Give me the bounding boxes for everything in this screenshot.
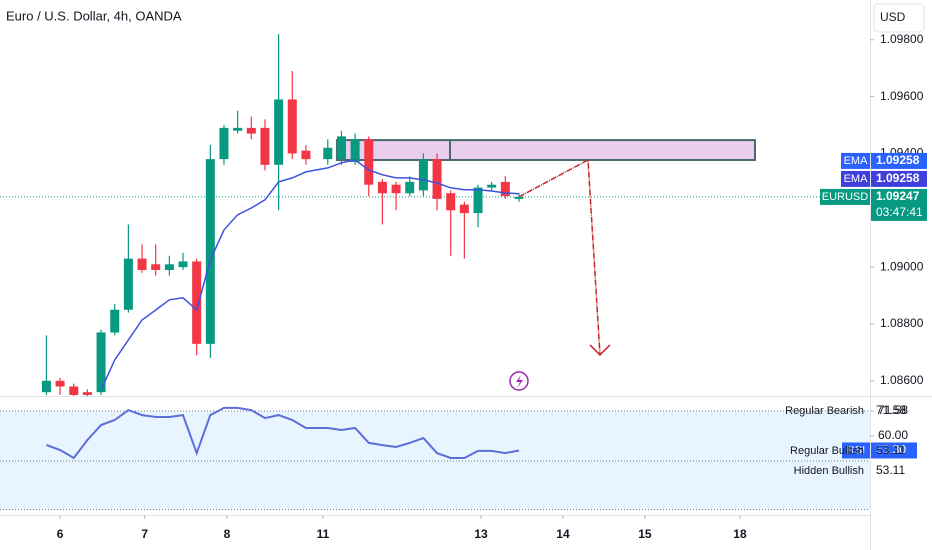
divergence-label: Hidden Bullish [794,465,864,477]
x-tick-label: 14 [556,527,570,541]
y-tick-label: 1.08600 [880,373,924,387]
x-tick-label: 18 [733,527,747,541]
candle-body [405,181,415,194]
candle-body [514,196,524,199]
candle-body [55,380,65,387]
candle-body [123,258,133,310]
rsi-name: RSI [847,444,865,456]
x-tick-label: 11 [317,527,330,541]
candle-body [110,309,120,333]
candle-body [364,139,374,185]
candle-body [446,193,456,211]
event-icon[interactable] [509,371,529,391]
candle-body [418,159,428,191]
y-tick-label: 71.58 [878,403,908,417]
candle-body [219,127,229,160]
divergence-value: 71.58 [876,403,906,417]
candle-body [151,264,161,270]
divergence-value: 53.11 [876,463,905,477]
event-icon-bolt [516,375,523,388]
candle-body [260,127,270,165]
candle-body [377,181,387,194]
divergence-value: 53.11 [876,443,905,457]
x-tick-label: 15 [638,527,652,541]
candle-body [137,258,147,270]
supply-zone [335,139,757,161]
candle-body [323,147,333,160]
candle-body [459,204,469,214]
candle-body [391,184,401,194]
candle-body [301,150,311,160]
candle-body [487,184,497,188]
projection-arrow [518,158,601,355]
chart-title: Euro / U.S. Dollar, 4h, OANDA [6,8,182,23]
candle-body [205,159,215,344]
price-label-value: 1.09258 [876,171,920,185]
candle-body [500,181,510,197]
candle-body [473,187,483,214]
candle-body [246,127,256,134]
candle-body [164,264,174,270]
price-label-name-box [841,152,870,169]
price-label-box [871,188,927,221]
candle-body [350,139,360,162]
axes: 1.086001.088001.090001.094001.096001.098… [57,32,927,541]
candle-body [274,99,284,165]
candle-body [41,380,51,393]
arrow-head [589,344,611,356]
candle-body [287,99,297,154]
price-label-name: EMA [844,155,869,167]
rsi-name-box [842,442,870,459]
price-label-box [871,152,927,169]
rsi-current-box [871,442,917,459]
candle-body [192,261,202,344]
currency-label[interactable]: USD [880,10,906,24]
y-tick-label: 1.08800 [880,316,924,330]
price-label-name-box [841,170,870,187]
rsi-band [0,410,870,510]
currency-button[interactable] [873,3,925,33]
price-countdown: 03:47:41 [876,205,923,219]
price-label-value: 1.09258 [876,153,920,167]
y-tick-label: 1.09000 [880,259,924,273]
x-tick-label: 7 [141,527,148,541]
x-tick-label: 13 [474,527,488,541]
y-tick-label: 1.09800 [880,32,924,46]
y-tick-label: 60.00 [878,428,908,442]
price-pane [0,34,870,396]
price-label-value: 1.09247 [876,189,920,203]
candle-body [233,127,243,131]
price-label-name-box [820,188,870,205]
candle-body [69,386,79,395]
candle-body [96,332,106,393]
x-tick-label: 6 [57,527,64,541]
candle-body [178,261,188,268]
rsi-pane [0,406,870,511]
rsi-line [46,406,520,460]
candle-body [432,159,442,199]
y-tick-label: 1.09600 [880,89,924,103]
price-label-name: EURUSD [822,191,869,203]
ema-line [100,159,520,391]
candle-body [336,136,346,160]
x-tick-label: 8 [224,527,231,541]
price-label-box [871,170,927,187]
rsi-current-label: 53.30 [876,443,906,457]
price-label-name: EMA [844,173,869,185]
divergence-label: Regular Bullish [790,445,864,457]
divergence-label: Regular Bearish [785,405,864,417]
candle-body [82,392,92,395]
